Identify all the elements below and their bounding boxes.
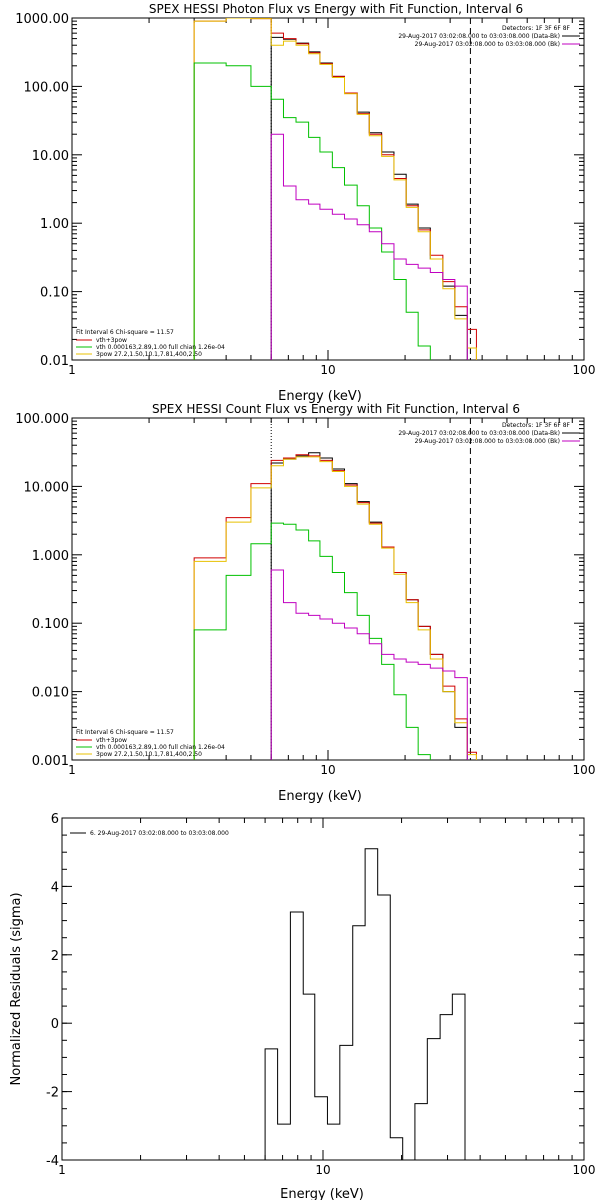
y-tick-label: 10.000 [24,480,70,495]
count-flux-chart: SPEX HESSI Count Flux vs Energy with Fit… [15,402,595,804]
series-3pow [193,456,489,760]
legend-label: 3pow 27.2,1.50,10.1,7.81,400,2.50 [96,751,202,758]
y-tick-label: 0.010 [32,686,69,701]
y-tick-label: 10.00 [32,149,69,164]
photon-flux-chart: SPEX HESSI Photon Flux vs Energy with Fi… [15,2,595,404]
x-tick-label: 1 [68,363,76,377]
legend-label: 29-Aug-2017 03:02:08.000 to 03:03:08.000… [398,33,560,40]
legend-label: vth+3pow [96,337,127,344]
plot-area [193,18,477,360]
y-tick-label: 100.000 [15,412,69,427]
y-tick-label: 0.01 [40,354,69,369]
legend-label: 29-Aug-2017 03:02:08.000 to 03:03:08.000… [415,438,560,445]
legend-label: vth 0.000163,2.89,1.00 full chian 1.26e-… [96,744,225,751]
y-tick-label: 1.000 [32,549,69,564]
residuals-chart: 1 10 100 -4 -2 0 2 4 6 6. 29-Aug-2017 03:02:08.0… [9,812,595,1200]
x-axis-label: Energy (keV) [280,1187,364,1200]
y-tick-label: 2 [51,949,59,964]
legend-top-right: Detectors: 1F 3F 6F 8F 29-Aug-2017 03:02… [398,422,580,445]
x-axis-label: Energy (keV) [278,389,362,404]
series-data-bk [270,36,468,360]
legend-header: Fit Interval 6 Chi-square = 11.57 [76,329,174,336]
y-tick-label: 1000.00 [15,12,69,27]
plot-area [264,848,466,1160]
legend-header: Detectors: 1F 3F 6F 8F [502,422,571,429]
series-vth-3pow [193,18,477,360]
legend-label: 3pow 27.2,1.50,10.1,7.81,400,2.50 [96,351,202,358]
chart-title: SPEX HESSI Count Flux vs Energy with Fit… [152,402,520,416]
series-vth [193,62,444,360]
y-tick-label: 0 [51,1017,59,1032]
plot-area [193,418,489,760]
legend-label: 29-Aug-2017 03:02:08.000 to 03:03:08.000… [398,430,560,437]
x-tick-label: 100 [573,1163,596,1177]
y-tick-label: 0.001 [32,754,69,769]
legend-header: Detectors: 1F 3F 6F 8F [502,25,571,32]
series-data-bk [270,452,468,760]
y-tick-label: 0.10 [40,286,69,301]
y-tick-label: 4 [51,880,59,895]
x-tick-label: 10 [315,1163,330,1177]
x-tick-label: 1 [58,1163,66,1177]
y-tick-label: 100.00 [24,80,70,95]
legend-top-right: Detectors: 1F 3F 6F 8F 29-Aug-2017 03:02… [398,25,580,48]
series-bk [270,569,468,760]
series-vth-3pow [193,454,477,760]
plot-frame [61,817,585,1161]
y-tick-label: 0.100 [32,617,69,632]
series-3pow [193,18,477,360]
plot-frame [71,17,585,361]
y-tick-label: -2 [46,1086,59,1101]
x-tick-label: 10 [320,763,335,777]
series-6-29-aug-2017-03-02-08-000-to-03-03-08-000 [264,848,466,1160]
y-axis-label: Normalized Residuals (sigma) [9,892,24,1085]
series-vth [193,522,437,760]
legend-label: vth 0.000163,2.89,1.00 full chian 1.26e-… [96,344,225,351]
series-bk [270,133,468,360]
x-tick-label: 100 [573,763,596,777]
x-axis-label: Energy (keV) [278,789,362,804]
axis-ticks: 1 10 100 -4 -2 0 2 4 6 [46,812,595,1177]
legend-top-left: 6. 29-Aug-2017 03:02:08.000 to 03:03:08.… [70,830,229,837]
y-tick-label: -4 [46,1154,59,1169]
x-tick-label: 100 [573,363,596,377]
legend-bottom-left: Fit Interval 6 Chi-square = 11.57 vth+3p… [76,729,225,758]
y-tick-label: 1.00 [40,217,69,232]
legend-label: vth+3pow [96,737,127,744]
legend-header: Fit Interval 6 Chi-square = 11.57 [76,729,174,736]
axis-ticks: 1 10 100 0.01 0.10 1.00 10.00 100.00 1000.00 [15,12,595,377]
x-tick-label: 1 [68,763,76,777]
legend-label: 29-Aug-2017 03:02:08.000 to 03:03:08.000… [415,41,560,48]
plot-frame [71,417,585,761]
axis-ticks: 1 10 100 0.001 0.010 0.100 1.000 10.000 100.000 [15,412,595,777]
y-tick-label: 6 [51,812,59,827]
legend-bottom-left: Fit Interval 6 Chi-square = 11.57 vth+3p… [76,329,225,358]
legend-label: 6. 29-Aug-2017 03:02:08.000 to 03:03:08.… [90,830,229,837]
chart-title: SPEX HESSI Photon Flux vs Energy with Fi… [149,2,523,16]
x-tick-label: 10 [320,363,335,377]
